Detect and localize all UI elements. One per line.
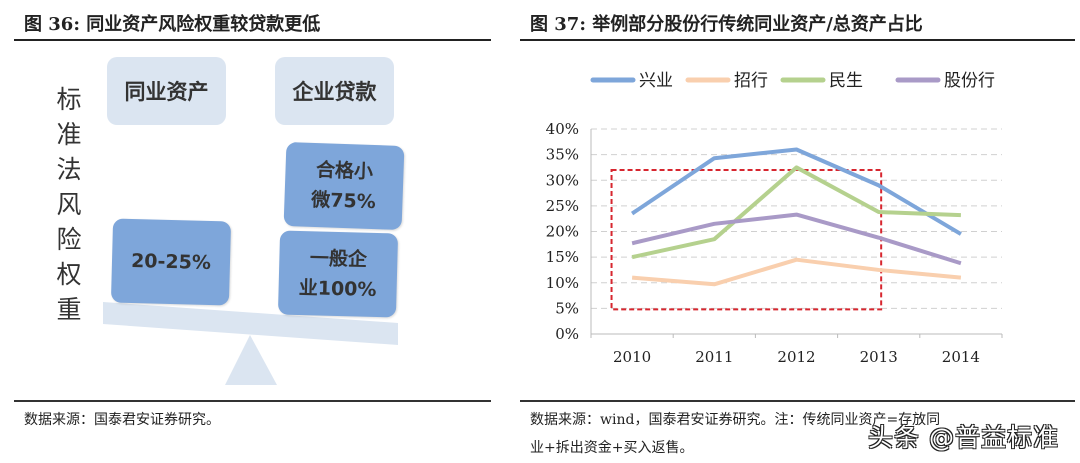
left-source-rule [14,400,491,402]
right-source-line2: 业+拆出资金+买入返售。 [530,440,694,456]
y-tick-label: 35% [546,146,579,164]
y-tick-label: 5% [555,299,579,317]
right-title-rule [520,39,1075,41]
scale-beam [103,302,398,345]
sme-weight-line1: 合格小 [315,159,374,183]
legend-label: 兴业 [639,71,673,91]
left-figure-title: 图 36: 同业资产风险权重较贷款更低 [24,14,321,35]
x-tick-label: 2011 [695,348,733,366]
series-line-1 [631,257,962,287]
interbank-weight-box: 20-25% [110,218,232,306]
x-tick-label: 2013 [860,348,898,366]
left-title-rule [14,39,491,41]
series-line-0 [630,147,962,236]
legend-label: 民生 [829,71,863,91]
y-tick-label: 0% [555,325,579,343]
x-tick-label: 2010 [613,348,651,366]
y-tick-label: 30% [546,171,579,189]
y-tick-label: 15% [546,248,579,266]
x-tick-label: 2014 [942,348,980,366]
corporate-weight-line2: 业100% [298,276,377,302]
legend-label: 招行 [734,71,768,91]
y-tick-label: 20% [546,223,579,241]
header-corporate-loans: 企业贷款 [275,57,394,125]
right-figure-title: 图 37: 举例部分股份行传统同业资产/总资产占比 [530,14,923,35]
line-chart: 0% 5% 10% 15% 20% 25% 30% 35% 40% 2010 2011 2012 201… [546,71,1003,366]
series-line-3 [631,212,962,266]
left-source: 数据来源：国泰君安证券研究。 [24,412,220,428]
vertical-label: 标准法风险权重 [56,85,82,324]
sme-weight-box: 合格小 微75% [283,141,405,231]
y-tick-label: 10% [546,274,579,292]
balance-scale [103,302,398,385]
right-source-rule [520,400,1075,402]
corporate-weight-line1: 一般企 [309,247,368,271]
scale-fulcrum [225,335,277,385]
right-source-line1: 数据来源：wind，国泰君安证券研究。注：传统同业资产=存放同 [530,412,941,428]
corporate-weight-box: 一般企 业100% [277,230,399,318]
y-tick-label: 25% [546,197,579,215]
x-tick-label: 2012 [777,348,815,366]
watermark: 头条 @普益标准 [868,423,1059,452]
header-interbank-assets: 同业资产 [107,57,226,125]
sme-weight-line2: 微75% [310,188,377,214]
interbank-weight: 20-25% [130,249,212,275]
legend-label: 股份行 [944,71,995,91]
y-tick-label: 40% [546,120,579,138]
